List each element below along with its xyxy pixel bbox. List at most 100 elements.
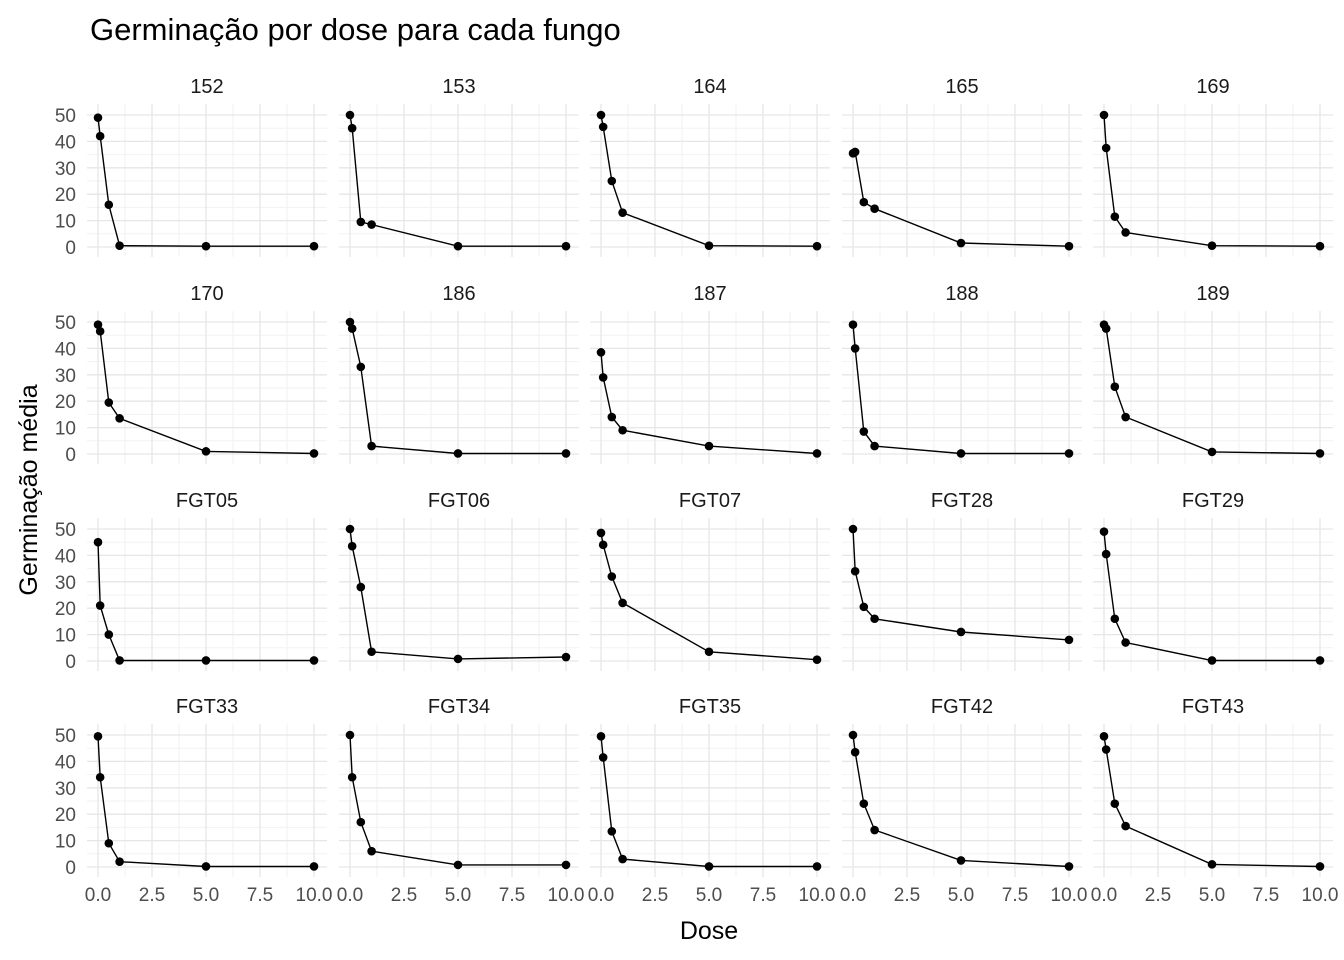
y-tick-label: 40: [55, 132, 76, 153]
x-tick-label: 10.0: [1302, 885, 1339, 906]
x-tick-label: 7.5: [1002, 885, 1028, 906]
facet-panel-FGT33: FGT33 0 10 20 30 40 50 0.0 2.5 5.0 7.5 10.0: [55, 696, 333, 906]
facet-label: 187: [693, 283, 726, 305]
data-point: [115, 857, 124, 867]
x-tick-label: 2.5: [642, 885, 668, 906]
data-point: [309, 241, 319, 251]
facet-label: FGT05: [176, 490, 238, 512]
facet-label: FGT06: [428, 490, 490, 512]
facet-label: 164: [693, 76, 726, 98]
y-tick-label: 50: [55, 726, 76, 747]
y-axis-title: Germinação média: [15, 384, 43, 595]
series-line: [349, 734, 566, 866]
y-tick-label: 10: [55, 212, 76, 233]
data-point: [1110, 382, 1120, 391]
data-point: [95, 772, 105, 782]
x-tick-label: 5.0: [445, 885, 471, 906]
data-point: [453, 241, 463, 251]
y-tick-label: 10: [55, 419, 76, 440]
x-tick-label: 2.5: [391, 885, 417, 906]
data-point: [453, 654, 463, 664]
data-point: [1110, 799, 1120, 808]
data-point: [1101, 745, 1111, 754]
data-point: [453, 860, 463, 870]
y-tick-label: 10: [55, 626, 76, 647]
data-point: [356, 817, 366, 827]
facet-label: 165: [945, 76, 978, 98]
facet-label: FGT07: [679, 490, 741, 512]
data-point: [598, 122, 608, 132]
x-tick-label: 0.0: [1091, 885, 1117, 906]
data-point: [345, 317, 355, 327]
data-point: [859, 427, 869, 436]
x-tick-label: 7.5: [499, 885, 525, 906]
data-point: [93, 732, 103, 741]
data-point: [347, 541, 357, 551]
data-point: [115, 414, 124, 423]
facet-label: FGT28: [931, 490, 993, 512]
data-point: [704, 647, 714, 657]
facet-label: 188: [945, 283, 978, 305]
x-tick-label: 5.0: [948, 885, 974, 906]
data-point: [115, 241, 124, 250]
x-tick-label: 0.0: [85, 885, 111, 906]
data-point: [598, 373, 608, 382]
facet-label: 170: [190, 283, 223, 305]
data-point: [367, 220, 376, 229]
y-tick-label: 30: [55, 366, 76, 387]
data-point: [561, 860, 571, 870]
facet-panel-FGT42: FGT42 0.0 2.5 5.0 7.5 10.0: [840, 696, 1088, 906]
data-point: [104, 630, 114, 639]
data-point: [201, 241, 211, 251]
data-point: [1101, 549, 1111, 559]
data-point: [704, 441, 714, 451]
data-point: [618, 208, 627, 217]
data-point: [848, 524, 858, 534]
chart-title: Germinação por dose para cada fungo: [90, 12, 621, 47]
facet-label: FGT33: [176, 696, 238, 718]
data-point: [1121, 821, 1130, 831]
facet-panel-165: 165: [842, 76, 1082, 257]
x-tick-label: 10.0: [1051, 885, 1088, 906]
data-point: [1121, 412, 1130, 422]
x-tick-label: 2.5: [894, 885, 920, 906]
data-point: [870, 614, 879, 624]
series-line: [1103, 114, 1321, 247]
data-point: [115, 656, 124, 665]
data-point: [956, 449, 966, 458]
data-point: [1099, 732, 1109, 741]
y-tick-label: 40: [55, 752, 76, 773]
data-point: [1110, 614, 1120, 624]
facet-panel-FGT43: FGT43 0.0 2.5 5.0 7.5 10.0: [1091, 696, 1339, 906]
facet-label: 153: [442, 76, 475, 98]
data-point: [201, 656, 211, 665]
data-point: [309, 656, 319, 665]
data-point: [859, 197, 869, 207]
data-point: [704, 241, 714, 250]
facet-panel-FGT28: FGT28: [842, 490, 1082, 671]
x-tick-label: 7.5: [750, 885, 776, 906]
data-point: [561, 652, 571, 662]
data-point: [598, 753, 608, 762]
data-point: [356, 217, 366, 227]
data-point: [859, 799, 869, 808]
y-tick-label: 0: [65, 445, 76, 466]
data-point: [607, 827, 617, 836]
data-point: [850, 747, 860, 757]
data-point: [859, 602, 869, 612]
data-point: [1101, 324, 1111, 333]
data-point: [956, 856, 966, 865]
y-tick-label: 10: [55, 832, 76, 853]
data-point: [850, 344, 860, 353]
facet-panel-FGT35: FGT35 0.0 2.5 5.0 7.5 10.0: [588, 696, 836, 906]
data-point: [596, 110, 606, 120]
data-point: [812, 449, 822, 458]
y-tick-label: 30: [55, 573, 76, 594]
x-tick-label: 10.0: [296, 885, 333, 906]
data-point: [1064, 449, 1074, 458]
data-point: [1064, 635, 1074, 645]
data-point: [812, 241, 822, 251]
data-point: [95, 601, 105, 610]
data-point: [93, 537, 103, 547]
y-tick-label: 0: [65, 238, 76, 259]
